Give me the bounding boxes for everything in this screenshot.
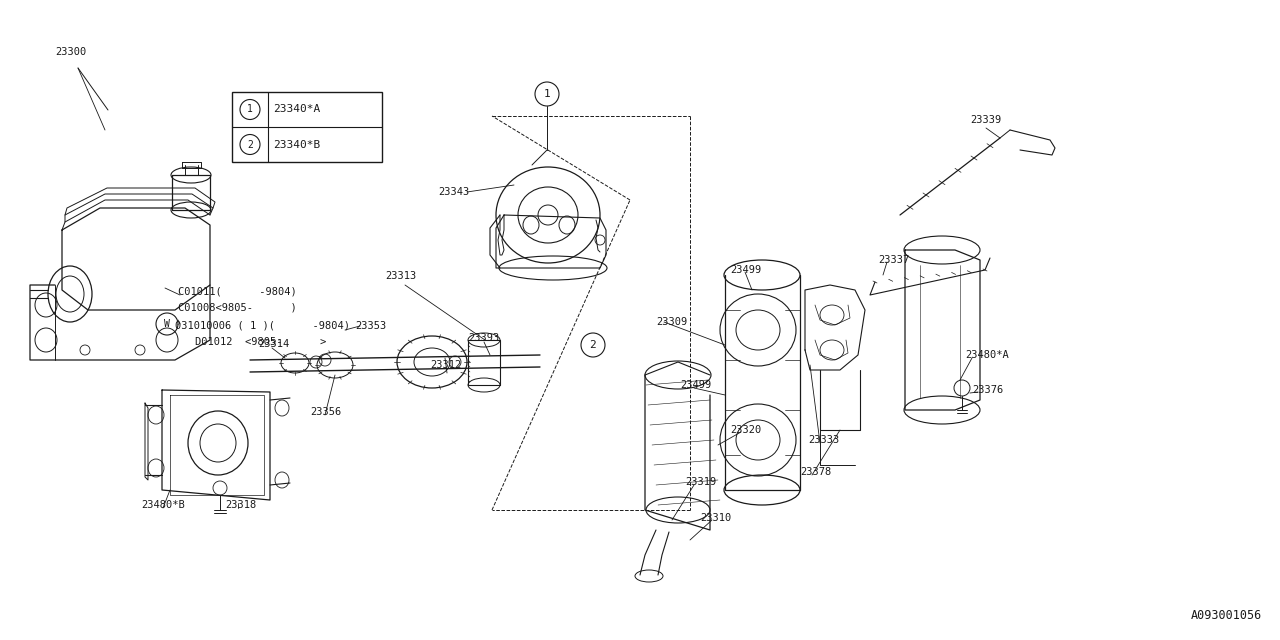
Text: 23378: 23378 [800,467,831,477]
Text: 23319: 23319 [685,477,717,487]
Text: 23343: 23343 [438,187,470,197]
Text: 1: 1 [247,104,253,115]
Bar [232,92,381,162]
Text: 23356: 23356 [310,407,342,417]
Text: 23340*A: 23340*A [273,104,320,115]
Text: 23320: 23320 [730,425,762,435]
Text: 23480*A: 23480*A [965,350,1009,360]
Text: 1: 1 [544,89,550,99]
Text: A093001056: A093001056 [1190,609,1262,622]
Text: 23312: 23312 [430,360,461,370]
Text: 031010006 ( 1 )(      -9804): 031010006 ( 1 )( -9804) [175,321,349,331]
Text: 23333: 23333 [808,435,840,445]
Text: 23314: 23314 [259,339,289,349]
Text: 23499: 23499 [730,265,762,275]
Text: 2: 2 [590,340,596,350]
Text: 23393: 23393 [468,333,499,343]
Text: D01012  <9805-      >: D01012 <9805- > [195,337,326,347]
Text: 23339: 23339 [970,115,1001,125]
Text: 23318: 23318 [225,500,256,510]
Text: 23309: 23309 [657,317,687,327]
Text: 2: 2 [247,140,253,150]
Text: 23480*B: 23480*B [141,500,184,510]
Text: 23340*B: 23340*B [273,140,320,150]
Text: 23313: 23313 [385,271,416,281]
Text: 23337: 23337 [878,255,909,265]
Text: C01011(      -9804): C01011( -9804) [178,286,297,296]
Text: C01008<9805-      ): C01008<9805- ) [178,302,297,312]
Text: W: W [164,319,170,329]
Text: 23353: 23353 [355,321,387,331]
Text: 23310: 23310 [700,513,731,523]
Text: 23376: 23376 [972,385,1004,395]
Text: 23300: 23300 [55,47,86,57]
Text: 23499: 23499 [680,380,712,390]
